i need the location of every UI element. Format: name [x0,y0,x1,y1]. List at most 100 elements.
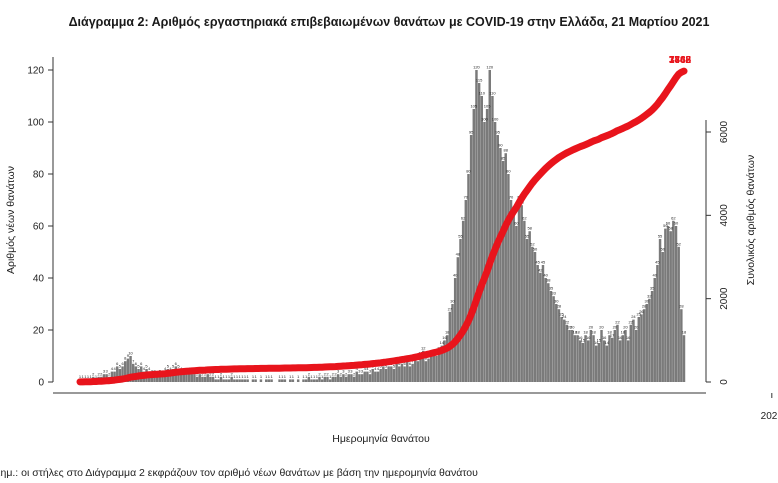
bar-value-label: 18 [573,330,578,335]
bar-value-label: 3 [348,369,351,374]
bar-value-label: 1 [90,374,93,379]
bar-value-label: 1 [223,374,226,379]
daily-bar [243,379,247,382]
daily-bar [469,135,473,382]
daily-bar [629,324,633,382]
daily-bar [461,220,465,382]
daily-bar [259,379,263,382]
daily-bar [110,371,114,382]
daily-bar [515,226,518,382]
daily-bar [547,283,550,382]
bar-value-label: 2 [100,371,103,376]
right-tick-label: 4000 [719,204,730,227]
bar-value-label: 22 [615,319,620,324]
daily-bar [539,272,542,382]
bar-value-label: 48 [456,252,461,257]
bar-value-label: 70 [509,195,514,200]
bar-value-label: 14 [605,340,610,345]
bar-value-label: 1 [316,374,319,379]
daily-bar [560,317,563,382]
daily-bar [368,374,372,382]
bar-value-label: 8 [124,356,127,361]
bar-value-label: 5 [167,364,170,369]
daily-bar [565,324,569,382]
bar-value-label: 6 [409,361,412,366]
bar-value-label: 45 [541,260,546,265]
daily-bar [408,366,412,382]
daily-bar [549,291,553,382]
bar-value-label: 16 [578,335,583,340]
daily-bar [632,319,635,382]
bar-value-label: 105 [484,104,491,109]
bar-value-label: 28 [679,304,684,309]
right-tick-label: 2000 [719,287,730,310]
daily-bar [198,374,201,382]
bar-value-label: 1 [95,374,98,379]
daily-bar [371,369,374,382]
daily-bar [440,345,444,382]
daily-bar [384,369,388,382]
daily-bar [605,345,609,382]
daily-bar [544,278,547,382]
cumulative-label: 1848 [669,55,692,66]
daily-bar [214,379,217,382]
bar-value-label: 10 [128,351,133,356]
daily-bar [366,371,369,382]
bar-value-label: 1 [270,374,273,379]
daily-bar [158,374,162,382]
daily-bar [536,265,539,382]
left-tick-label: 40 [33,274,45,285]
left-y-axis: 0 20 40 60 80 100 120 [27,57,54,389]
bar-value-label: 3 [361,369,364,374]
bar-value-label: 20 [623,325,628,330]
bar-value-label: 6 [175,361,178,366]
daily-bar [414,358,417,382]
daily-bar [334,376,337,382]
daily-bar [406,361,409,382]
bar-value-label: 4 [356,366,359,371]
bar-value-label: 16 [626,335,631,340]
bar-value-label: 62 [461,215,466,220]
daily-bar [608,335,611,382]
bar-value-label: 35 [549,286,554,291]
daily-bar [203,376,207,382]
bar-value-label: 1 [278,374,281,379]
bar-value-label: 1 [233,374,236,379]
daily-bar [480,96,484,382]
bar-value-label: 22 [629,319,634,324]
daily-bar [672,220,675,382]
daily-bar [267,379,271,382]
left-y-axis-label: Αριθμός νέων θανάτων [5,166,17,274]
bar-value-label: 25 [637,312,642,317]
x-axis-label: Ημερομηνία θανάτου [332,433,430,445]
daily-bar [650,291,654,382]
daily-bar [488,70,491,382]
bar-value-label: 95 [496,130,501,135]
daily-bar [360,374,364,382]
daily-bar [528,231,531,382]
daily-bar [610,337,614,382]
daily-bar [219,376,223,382]
bar-value-label: 5 [119,364,122,369]
bar-value-label: 24 [562,314,567,319]
bar-value-label: 3 [105,369,108,374]
right-y-axis-label: Συνολικός αριθμός θανάτων [745,155,757,285]
daily-bar [206,374,209,382]
daily-bar [422,350,425,382]
daily-bar [288,379,292,382]
daily-bar [347,374,350,382]
daily-bar [318,376,321,382]
bar-value-label: 60 [666,221,671,226]
bar-value-label: 2 [326,371,329,376]
bar-value-label: 5 [172,364,175,369]
right-tick-label: 0 [719,379,730,385]
daily-bar [328,379,332,382]
bar-value-label: 88 [504,148,509,153]
daily-bar [400,363,404,382]
daily-bar [331,376,335,382]
daily-bar [382,366,385,382]
daily-bar [124,361,127,382]
bar-value-label: 2 [201,371,204,376]
x-tick-label: 2021 [761,411,778,422]
